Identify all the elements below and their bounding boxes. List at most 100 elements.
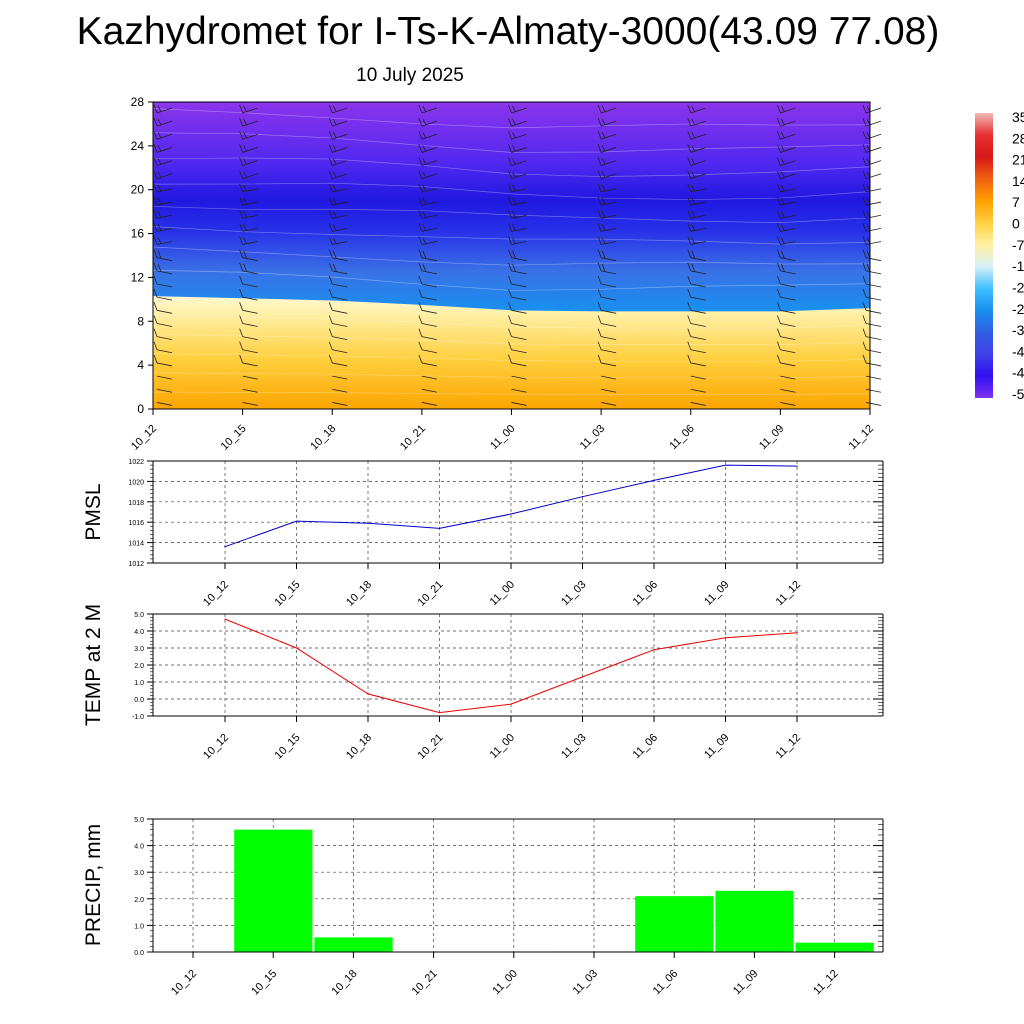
contour-line (153, 372, 870, 379)
wind-barb-feather (328, 223, 333, 232)
wind-barb-feather (777, 223, 781, 232)
temp-xtick-label: 10_12 (201, 732, 231, 762)
wind-barb-shaft (156, 173, 173, 180)
wind-barb-feather (687, 196, 692, 206)
wind-barb-feather (418, 289, 423, 298)
wind-barb-feather (512, 158, 516, 165)
wind-barb-feather (862, 157, 867, 166)
wind-barb-feather (328, 302, 333, 311)
wind-barb-feather (328, 249, 333, 258)
wind-barb-feather (601, 237, 606, 244)
precip-xtick-label: 10_18 (329, 968, 359, 998)
wind-barb-feather (601, 171, 606, 178)
heatmap-xtick-label: 11_00 (488, 423, 518, 453)
wind-barb-feather (862, 328, 867, 337)
wind-barb-shaft (865, 173, 882, 180)
wind-barb-feather (422, 171, 427, 178)
wind-barb-shaft (242, 323, 258, 327)
wind-barb-shaft (511, 133, 527, 140)
wind-barb-feather (777, 210, 781, 219)
wind-barb-shaft (865, 283, 882, 288)
wind-barb-feather (157, 132, 162, 139)
precip-ytick-label: 1.0 (134, 923, 144, 930)
temp-ytick-label: 2.0 (134, 663, 144, 670)
wind-barb-feather (687, 223, 692, 232)
wind-barb-feather (597, 249, 602, 258)
wind-barb-shaft (690, 133, 706, 140)
wind-barb-shaft (780, 362, 796, 367)
wind-barb-shaft (332, 214, 348, 219)
wind-barb-feather (328, 144, 333, 153)
wind-barb-feather (422, 224, 427, 231)
wind-barb-feather (601, 132, 606, 139)
wind-barb-shaft (780, 323, 796, 327)
wind-barb-shaft (690, 160, 706, 166)
heatmap-ytick-label: 24 (131, 139, 145, 153)
wind-barb-shaft (511, 388, 527, 393)
wind-barb-feather (418, 183, 423, 193)
wind-barb-shaft (511, 336, 527, 341)
temp-point (224, 618, 226, 620)
wind-barb-shaft (332, 227, 348, 232)
wind-barb-shaft (421, 388, 437, 393)
wind-barb-shaft (242, 120, 258, 127)
wind-barb-feather (781, 263, 785, 272)
wind-barb-feather (328, 236, 333, 245)
wind-barb-shaft (601, 270, 617, 275)
wind-barb-feather (781, 197, 785, 205)
temp-point (653, 649, 655, 651)
wind-barb-feather (601, 250, 606, 259)
colorbar-label: -1 (1012, 258, 1024, 274)
wind-barb-feather (508, 131, 512, 140)
wind-barb-shaft (242, 336, 258, 341)
wind-barb-feather (157, 237, 162, 244)
wind-barb-feather (781, 118, 785, 126)
wind-barb-shaft (780, 296, 796, 301)
wind-barb-feather (418, 157, 423, 166)
wind-barb-feather (508, 328, 512, 337)
wind-barb-feather (418, 210, 423, 219)
wind-barb-shaft (332, 349, 348, 354)
wind-barb-feather (862, 131, 867, 140)
heatmap-xtick-label: 11_12 (847, 423, 877, 453)
wind-barb-feather (332, 211, 337, 218)
wind-barb-feather (332, 250, 337, 259)
wind-barb-feather (239, 157, 243, 166)
wind-barb-shaft (780, 173, 796, 180)
wind-barb-shaft (511, 375, 527, 380)
wind-barb-feather (153, 262, 158, 271)
precip-xtick-label: 11_12 (811, 968, 841, 998)
temp-ytick-label: 5.0 (134, 612, 144, 619)
wind-barb-shaft (780, 201, 796, 206)
temp-point (295, 647, 298, 649)
wind-barb-shaft (421, 323, 437, 327)
colorbar-label: -2 (1012, 279, 1024, 295)
wind-barb-shaft (242, 375, 258, 380)
wind-barb-feather (597, 196, 602, 206)
wind-barb-feather (512, 105, 516, 112)
wind-barb-feather (153, 275, 158, 285)
wind-barb-shaft (690, 227, 706, 232)
wind-barb-feather (328, 341, 333, 350)
wind-barb-feather (153, 131, 158, 140)
wind-barb-shaft (511, 160, 527, 166)
wind-barb-feather (597, 236, 602, 245)
wind-barb-feather (781, 145, 785, 152)
wind-barb-feather (157, 250, 162, 259)
wind-barb-shaft (421, 120, 438, 127)
wind-barb-feather (508, 157, 512, 166)
wind-barb-shaft (242, 147, 258, 153)
pmsl-xtick-label: 10_21 (416, 579, 446, 609)
wind-barb-shaft (601, 227, 617, 232)
wind-barb-shaft (690, 201, 706, 206)
pmsl-point (367, 522, 369, 524)
pmsl-xtick-label: 11_03 (559, 579, 589, 609)
wind-barb-shaft (780, 257, 796, 262)
wind-barb-feather (508, 341, 512, 350)
wind-barb-shaft (156, 283, 173, 288)
wind-barb-shaft (511, 120, 527, 127)
wind-barb-shaft (690, 257, 706, 262)
wind-barb-feather (422, 158, 427, 165)
wind-barb-feather (691, 211, 696, 218)
wind-barb-feather (328, 328, 333, 337)
